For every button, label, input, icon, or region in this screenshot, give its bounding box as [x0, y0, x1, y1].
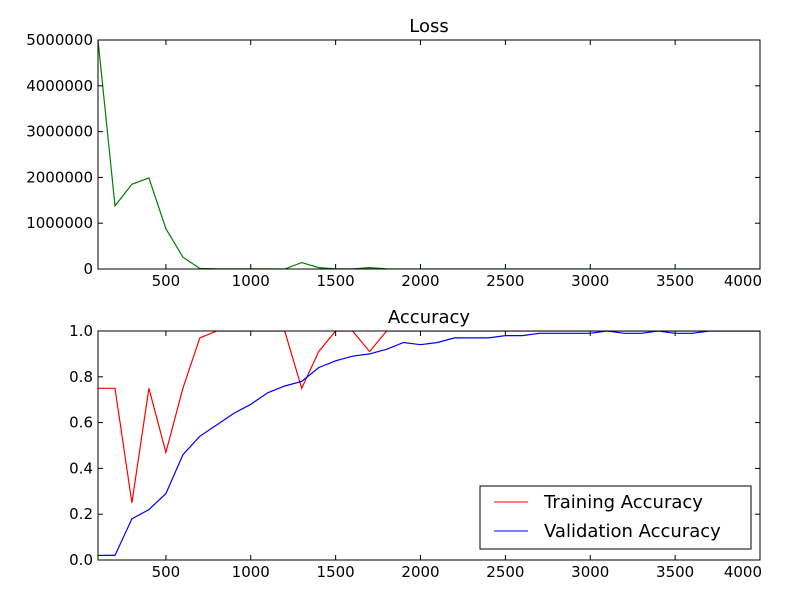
- loss-y-tick-label: 1000000: [26, 214, 93, 232]
- legend-label-validation: Validation Accuracy: [544, 521, 721, 542]
- accuracy-x-tick-label: 1500: [317, 563, 355, 581]
- accuracy-y-tick-label: 0.4: [69, 459, 93, 477]
- accuracy-chart: Accuracy 500 1000 1500 2000 2500 3000 3500 4000…: [69, 307, 762, 581]
- loss-x-tick-label: 2500: [486, 272, 524, 290]
- loss-y-tick-label: 5000000: [26, 31, 93, 49]
- accuracy-x-tick-label: 500: [152, 563, 181, 581]
- accuracy-series-line-0: [98, 331, 760, 503]
- accuracy-x-tick-label: 3000: [571, 563, 609, 581]
- loss-y-tick-label: 2000000: [26, 168, 93, 186]
- loss-x-tick-label: 3500: [656, 272, 694, 290]
- accuracy-y-tick-label: 0.2: [69, 505, 93, 523]
- loss-x-tick-label: 1500: [317, 272, 355, 290]
- accuracy-x-tick-label: 2000: [401, 563, 439, 581]
- accuracy-y-tick-label: 0.0: [69, 551, 93, 569]
- accuracy-y-tick-label: 1.0: [69, 322, 93, 340]
- accuracy-x-tick-label: 2500: [486, 563, 524, 581]
- accuracy-legend-box: [479, 485, 752, 550]
- accuracy-series-line-1: [98, 331, 760, 557]
- loss-chart-axes: 500 1000 1500 2000 2500 3000 3500 4000 0 1000000 2…: [26, 31, 762, 290]
- loss-x-tick-label: 3000: [571, 272, 609, 290]
- loss-x-tick-label: 1000: [232, 272, 270, 290]
- loss-chart: Loss 500 1000 1500 2000 2500 3000 3500 4000 0 100…: [26, 16, 762, 290]
- accuracy-chart-title: Accuracy: [388, 307, 471, 328]
- accuracy-x-tick-label: 3500: [656, 563, 694, 581]
- accuracy-y-tick-label: 0.6: [69, 414, 93, 432]
- loss-chart-frame: [97, 39, 761, 270]
- accuracy-legend: Training Accuracy Validation Accuracy: [479, 485, 752, 550]
- loss-y-tick-label: 0: [83, 260, 93, 278]
- accuracy-chart-plot: [98, 331, 760, 557]
- loss-x-tick-label: 4000: [724, 272, 762, 290]
- accuracy-chart-frame: [97, 330, 761, 561]
- loss-y-tick-label: 3000000: [26, 123, 93, 141]
- loss-chart-title: Loss: [409, 16, 448, 37]
- loss-x-tick-label: 2000: [401, 272, 439, 290]
- accuracy-chart-axes: 500 1000 1500 2000 2500 3000 3500 4000 0.0 0.2 0.4…: [69, 322, 762, 581]
- accuracy-y-tick-label: 0.8: [69, 368, 93, 386]
- loss-y-tick-label: 4000000: [26, 77, 93, 95]
- legend-label-training: Training Accuracy: [543, 492, 703, 513]
- loss-x-tick-label: 500: [152, 272, 181, 290]
- accuracy-x-tick-label: 4000: [724, 563, 762, 581]
- accuracy-x-tick-label: 1000: [232, 563, 270, 581]
